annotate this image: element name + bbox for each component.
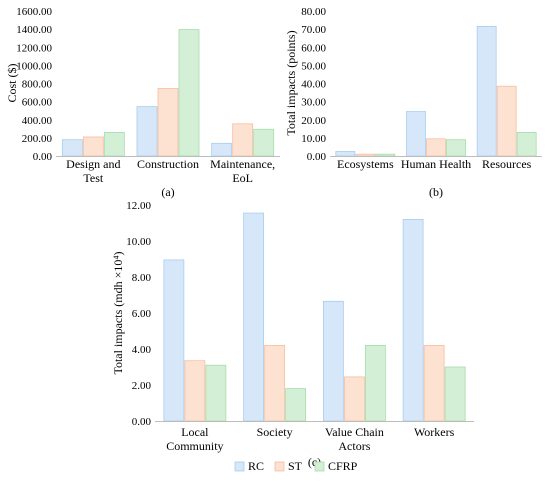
chart-panel-a: 0.00 200.00 400.00 600.00 800.00 1000.00 1200.…: [5, 6, 280, 199]
bar-cfrp: [444, 366, 466, 422]
y-tick-label: 1600.00: [16, 6, 52, 18]
x-category-label: Human Health: [401, 157, 471, 171]
x-category-label: Actors: [338, 439, 370, 453]
legend-swatch-cfrp: [314, 461, 325, 472]
bar-rc: [211, 142, 233, 157]
x-category-label: Community: [166, 439, 223, 453]
chart-panel-b: 0.00 10.00 20.00 30.00 40.00 50.00 60.00 70.00 8…: [284, 6, 542, 199]
legend-label-rc: RC: [248, 459, 264, 473]
legend: RC ST CFRP: [234, 459, 358, 473]
bar-cfrp: [253, 128, 275, 157]
bar-cfrp: [446, 139, 466, 157]
x-category-label: Design and: [66, 157, 120, 171]
y-tick-label: 600.00: [22, 97, 53, 109]
bar-rc: [163, 259, 185, 422]
bar-st: [426, 138, 446, 157]
bar-cfrp: [103, 132, 125, 157]
bar-st: [157, 88, 179, 157]
y-tick-label: 0.00: [307, 151, 327, 163]
x-category-label: Workers: [414, 425, 455, 439]
bar-st: [355, 153, 376, 157]
bar-cfrp: [375, 153, 396, 157]
legend-label-cfrp: CFRP: [328, 459, 358, 473]
chart-panel-c: 0.00 2.00 4.00 6.00 8.00 10.00 12.00 Total impa…: [111, 200, 474, 469]
legend-swatch-rc: [234, 461, 245, 472]
y-tick-label: 200.00: [22, 133, 53, 145]
y-tick-label: 50.00: [301, 60, 326, 72]
y-axis-label: Total impacts (points): [284, 30, 298, 135]
y-tick-label: 1200.00: [16, 42, 52, 54]
legend-label-st: ST: [288, 459, 303, 473]
y-tick-label: 2.00: [132, 380, 152, 392]
bar-rc: [476, 26, 497, 157]
bar-rc: [406, 111, 426, 157]
bar-rc: [322, 300, 344, 422]
y-axis-label: Total impacts (mdh ×10⁴): [111, 251, 125, 374]
y-tick-label: 60.00: [301, 42, 326, 54]
y-tick-label: 1000.00: [16, 60, 52, 72]
bar-rc: [243, 212, 265, 422]
y-tick-label: 20.00: [301, 115, 326, 127]
bar-rc: [402, 218, 424, 422]
y-tick-label: 12.00: [126, 200, 151, 212]
y-tick-label: 6.00: [132, 308, 152, 320]
bar-st: [496, 85, 517, 157]
y-tick-label: 8.00: [132, 272, 152, 284]
y-tick-label: 4.00: [132, 344, 152, 356]
x-category-label: Local: [181, 425, 209, 439]
y-tick-label: 80.00: [301, 6, 326, 18]
y-tick-label: 0.00: [132, 416, 152, 428]
x-category-label: Value Chain: [325, 425, 384, 439]
y-axis-label: Cost ($): [5, 63, 19, 102]
bar-cfrp: [516, 132, 537, 157]
bar-cfrp: [364, 344, 386, 422]
bar-rc: [61, 139, 83, 157]
x-category-label: Maintenance,: [210, 157, 275, 171]
y-tick-label: 10.00: [126, 236, 151, 248]
bar-st: [82, 136, 104, 157]
x-category-label: Society: [257, 425, 293, 439]
y-tick-label: 1400.00: [16, 24, 52, 36]
y-tick-label: 800.00: [22, 79, 53, 91]
bar-cfrp: [178, 29, 200, 157]
bar-st: [184, 360, 206, 422]
bar-rc: [136, 106, 158, 157]
y-tick-label: 10.00: [301, 133, 326, 145]
y-tick-label: 40.00: [301, 79, 326, 91]
bar-cfrp: [285, 388, 307, 422]
bar-st: [423, 344, 445, 422]
x-category-label: Ecosystems: [337, 157, 394, 171]
x-category-label: Resources: [482, 157, 532, 171]
bar-st: [343, 376, 365, 422]
y-tick-label: 0.00: [33, 151, 53, 163]
x-category-label: EoL: [232, 171, 253, 185]
panel-label: (b): [429, 185, 443, 199]
legend-swatch-st: [274, 461, 285, 472]
bar-cfrp: [205, 364, 227, 422]
y-tick-label: 30.00: [301, 97, 326, 109]
bar-st: [264, 344, 286, 422]
y-tick-label: 400.00: [22, 115, 53, 127]
x-category-label: Construction: [137, 157, 199, 171]
bar-rc: [335, 151, 356, 157]
x-category-label: Test: [83, 171, 103, 185]
bar-st: [232, 123, 254, 157]
y-tick-label: 70.00: [301, 24, 326, 36]
panel-label: (a): [161, 185, 174, 199]
